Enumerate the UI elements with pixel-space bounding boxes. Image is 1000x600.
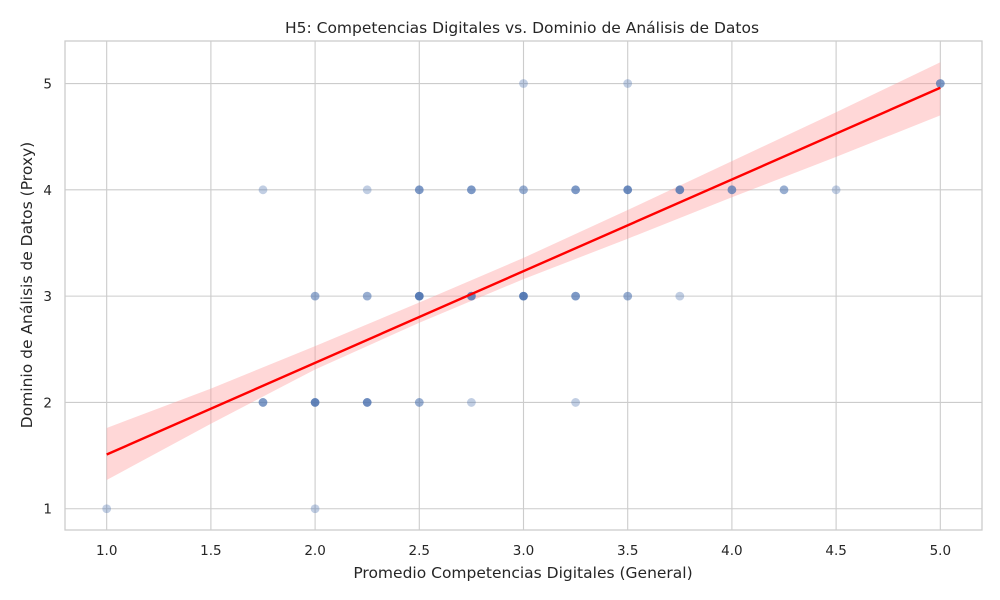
regression-line xyxy=(106,86,941,456)
data-point xyxy=(414,291,424,301)
data-point xyxy=(362,398,372,407)
data-point xyxy=(362,185,372,195)
x-tick-label: 2.0 xyxy=(304,543,325,559)
x-axis-ticks: 1.0 1.5 2.0 2.5 3.0 3.5 4.0 4.5 5.0 xyxy=(96,543,951,559)
y-tick-label: 5 xyxy=(43,77,52,93)
x-tick-label: 3.0 xyxy=(513,543,534,559)
x-tick-label: 5.0 xyxy=(930,543,951,559)
y-axis-ticks: 1 2 3 4 5 xyxy=(43,77,52,518)
data-point xyxy=(258,398,268,407)
data-point xyxy=(519,291,528,301)
data-point xyxy=(102,504,112,514)
data-point xyxy=(414,185,424,195)
data-point xyxy=(935,79,945,88)
data-point xyxy=(466,398,476,407)
data-point xyxy=(466,185,476,195)
data-point xyxy=(779,185,789,195)
y-tick-label: 3 xyxy=(43,289,52,305)
data-point xyxy=(310,291,320,301)
data-point xyxy=(727,185,737,195)
data-point xyxy=(623,185,633,195)
data-point xyxy=(623,291,633,301)
data-point xyxy=(571,398,581,407)
y-axis-label: Dominio de Análisis de Datos (Proxy) xyxy=(18,142,36,428)
data-point xyxy=(831,185,841,195)
y-tick-label: 2 xyxy=(43,395,52,411)
data-point xyxy=(675,291,685,301)
data-point xyxy=(414,398,424,407)
y-tick-label: 1 xyxy=(43,502,52,518)
x-tick-label: 3.5 xyxy=(617,543,638,559)
y-tick-label: 4 xyxy=(43,183,52,199)
data-point xyxy=(571,185,581,195)
data-point xyxy=(362,291,372,301)
x-tick-label: 1.5 xyxy=(200,543,221,559)
chart-title: H5: Competencias Digitales vs. Dominio d… xyxy=(285,19,759,37)
regression-line-path xyxy=(106,86,941,456)
x-tick-label: 2.5 xyxy=(409,543,430,559)
data-point xyxy=(519,79,528,88)
plot-frame xyxy=(64,40,983,531)
data-points xyxy=(102,79,945,514)
x-tick-label: 4.0 xyxy=(721,543,742,559)
data-point xyxy=(258,185,268,195)
data-point xyxy=(623,79,633,88)
data-point xyxy=(310,398,320,407)
x-axis-label: Promedio Competencias Digitales (General… xyxy=(353,564,692,582)
data-point xyxy=(571,291,581,301)
x-tick-label: 4.5 xyxy=(825,543,846,559)
data-point xyxy=(519,185,528,195)
x-tick-label: 1.0 xyxy=(96,543,117,559)
data-point xyxy=(310,504,320,514)
data-point xyxy=(675,185,685,195)
